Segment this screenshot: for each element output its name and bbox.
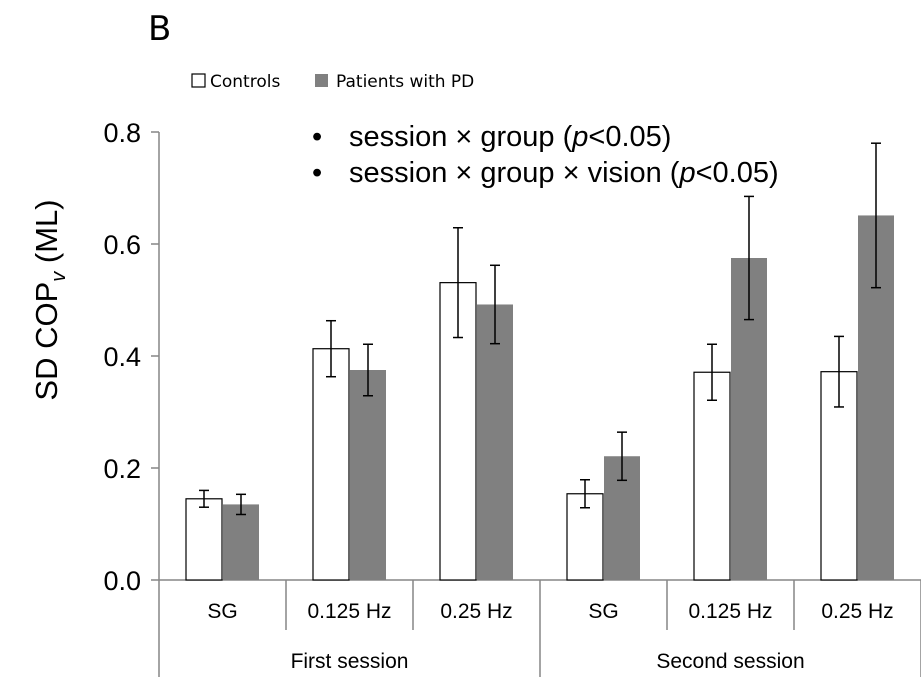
x-category-dividers — [158, 580, 921, 677]
legend-label-controls: Controls — [210, 72, 280, 92]
error-bars — [199, 142, 881, 516]
annotation-2-bullet: • — [312, 157, 322, 189]
y-axis-label: SD COPv (ML) — [29, 199, 70, 400]
x-tick-label: 0.125 Hz — [307, 600, 391, 623]
bar-patients — [223, 504, 259, 580]
bar-controls — [312, 348, 350, 581]
x-tick-labels: SG 0.125 Hz 0.25 Hz SG 0.125 Hz 0.25 Hz — [207, 600, 893, 623]
y-tick-label: 0.8 — [103, 118, 141, 148]
bar-controls — [566, 493, 604, 581]
annotation-2: session × group × vision (p<0.05) — [349, 157, 779, 189]
annotation-1-bullet: • — [312, 121, 322, 153]
legend-swatch-controls — [191, 73, 206, 88]
panel-label: B — [148, 9, 171, 49]
y-ticks: 0.0 0.2 0.4 0.6 0.8 — [103, 118, 159, 596]
annotation-1: session × group (p<0.05) — [349, 121, 671, 153]
x-tick-label: 0.125 Hz — [688, 600, 772, 623]
y-tick-label: 0.4 — [103, 342, 141, 372]
x-tick-label: SG — [207, 600, 237, 623]
y-tick-label: 0.0 — [103, 566, 141, 596]
x-group-label: First session — [291, 650, 409, 673]
bar-patients — [477, 304, 513, 580]
x-tick-label: 0.25 Hz — [821, 600, 893, 623]
bar-patients — [350, 370, 386, 580]
bar-controls — [693, 371, 731, 581]
annotations: • session × group (p<0.05) • session × g… — [312, 121, 779, 189]
x-tick-label: 0.25 Hz — [440, 600, 512, 623]
legend: Controls Patients with PD — [191, 72, 474, 92]
bar-controls — [185, 498, 223, 581]
bars — [185, 215, 894, 581]
y-tick-label: 0.6 — [103, 230, 141, 260]
y-tick-label: 0.2 — [103, 454, 141, 484]
legend-label-patients: Patients with PD — [336, 72, 474, 92]
x-group-labels: First session Second session — [291, 650, 805, 673]
x-group-label: Second session — [656, 650, 804, 673]
x-tick-label: SG — [588, 600, 618, 623]
legend-swatch-patients — [315, 74, 328, 87]
bar-controls — [439, 282, 477, 581]
